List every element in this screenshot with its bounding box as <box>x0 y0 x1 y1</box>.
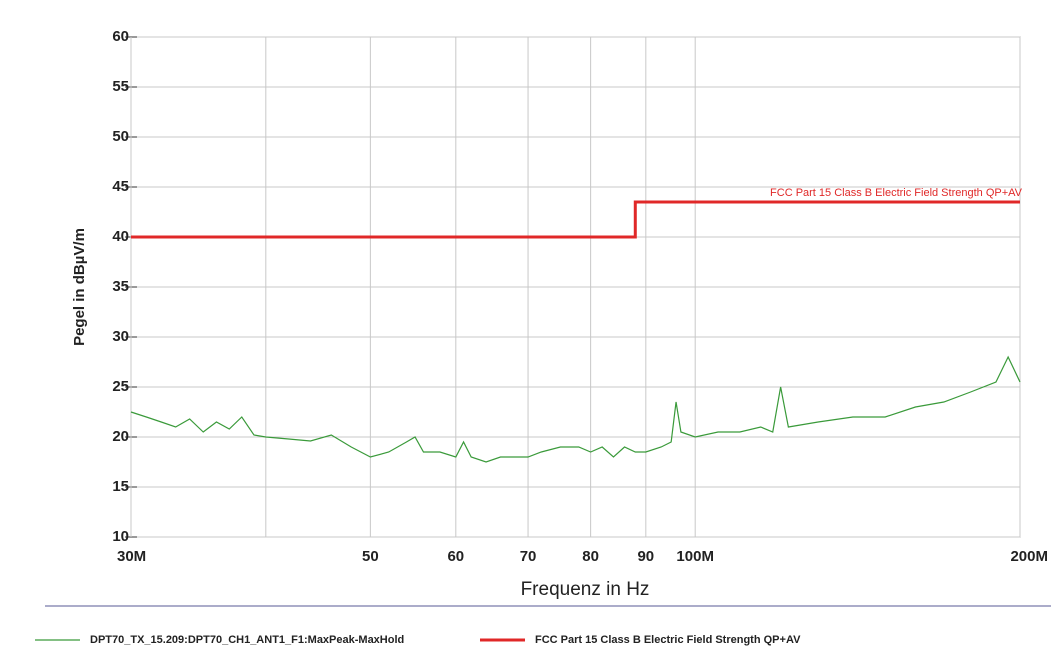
x-axis-label: Frequenz in Hz <box>521 579 650 600</box>
x-tick-label: 100M <box>676 548 714 565</box>
x-tick-label: 50 <box>362 548 379 565</box>
x-tick-label: 60 <box>447 548 464 565</box>
y-tick-label: 25 <box>112 378 129 395</box>
y-axis-label: Pegel in dBµV/m <box>71 228 88 346</box>
annotation: FCC Part 15 Class B Electric Field Stren… <box>770 187 1023 199</box>
y-tick-label: 10 <box>112 528 129 545</box>
series-line <box>131 200 1020 239</box>
y-tick-label: 35 <box>112 278 129 295</box>
y-tick-label: 30 <box>112 328 129 345</box>
series-line <box>130 355 1021 463</box>
legend-label: FCC Part 15 Class B Electric Field Stren… <box>535 634 801 646</box>
x-tick-label: 70 <box>520 548 537 565</box>
y-tick-label: 15 <box>112 478 129 495</box>
y-tick-label: 45 <box>112 178 129 195</box>
x-tick-label: 90 <box>637 548 654 565</box>
x-tick-label: 80 <box>582 548 599 565</box>
y-tick-label: 50 <box>112 128 129 145</box>
y-tick-label: 55 <box>112 78 129 95</box>
legend-label: DPT70_TX_15.209:DPT70_CH1_ANT1_F1:MaxPea… <box>90 634 404 646</box>
x-tick-label: 200M <box>1010 548 1048 565</box>
x-tick-label: 30M <box>117 548 146 565</box>
y-tick-label: 60 <box>112 28 129 45</box>
y-tick-label: 40 <box>112 228 129 245</box>
y-tick-label: 20 <box>112 428 129 445</box>
